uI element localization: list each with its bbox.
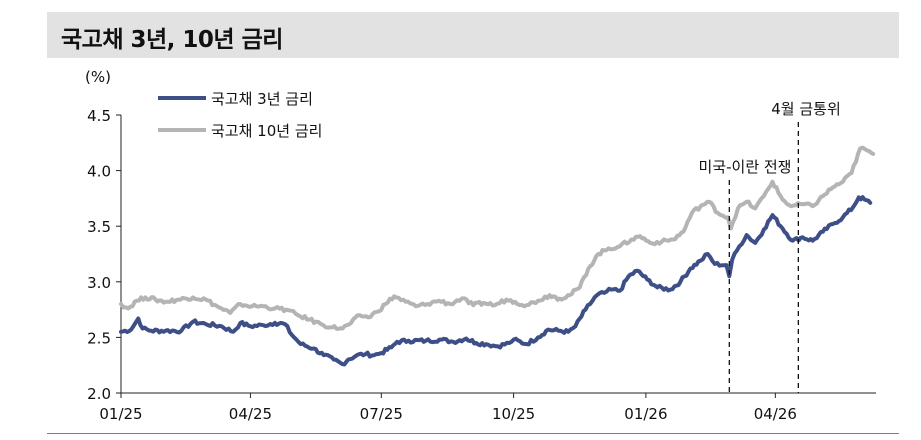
- y-tick-label: 4.5: [87, 107, 111, 125]
- bottom-rule: [47, 433, 899, 434]
- y-tick-label: 3.5: [87, 218, 111, 236]
- annotation-label: 4월 금통위: [771, 100, 841, 118]
- x-tick-label: 07/25: [360, 405, 403, 423]
- y-tick-label: 3.0: [87, 274, 111, 292]
- y-tick-label: 2.5: [87, 329, 111, 347]
- legend-label: 국고채 3년 금리: [211, 90, 313, 108]
- x-tick-label: 04/25: [229, 405, 272, 423]
- y-unit-label: (%): [85, 68, 111, 86]
- x-tick-label: 01/25: [99, 405, 142, 423]
- legend-label: 국고채 10년 금리: [211, 122, 322, 140]
- chart-title: 국고채 3년, 10년 금리: [61, 27, 283, 53]
- x-tick-label: 01/26: [624, 405, 667, 423]
- y-tick-label: 2.0: [87, 385, 111, 403]
- annotation-label: 미국-이란 전쟁: [699, 158, 792, 176]
- chart-title-bar: 국고채 3년, 10년 금리: [47, 12, 899, 58]
- series-line-10y: [119, 145, 876, 331]
- series-line-3y: [119, 195, 873, 367]
- x-tick-label: 10/25: [492, 405, 535, 423]
- y-tick-label: 4.0: [87, 163, 111, 181]
- x-tick-label: 04/26: [754, 405, 797, 423]
